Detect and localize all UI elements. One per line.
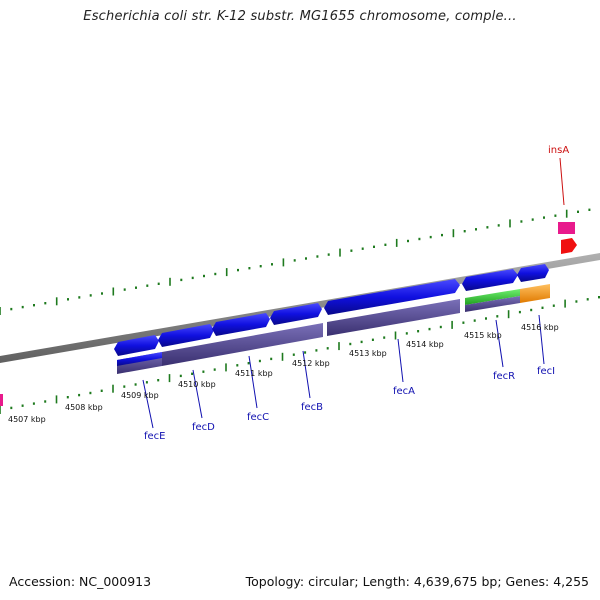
- kbp-label: 4509 kbp: [121, 391, 159, 400]
- kbp-label: 4510 kbp: [178, 380, 216, 389]
- gene-label-fecI: fecI: [537, 366, 555, 377]
- upper-tick-row: [0, 208, 591, 315]
- topology-info: Topology: circular; Length: 4,639,675 bp…: [245, 574, 589, 589]
- kbp-label: 4511 kbp: [235, 369, 273, 378]
- kbp-label: 4515 kbp: [464, 331, 502, 340]
- gene-label-fecR: fecR: [493, 371, 515, 382]
- gene-label-fecC: fecC: [247, 412, 269, 423]
- kbp-label: 4516 kbp: [521, 323, 559, 332]
- kbp-label: 4514 kbp: [406, 340, 444, 349]
- gene-arrow-fecC[interactable]: [212, 313, 270, 336]
- kbp-label: 4508 kbp: [65, 403, 103, 412]
- map-title: Escherichia coli str. K-12 substr. MG165…: [83, 9, 517, 24]
- kbp-label: 4507 kbp: [8, 415, 46, 424]
- cds-bar-fecE-blue[interactable]: [117, 352, 162, 366]
- cds-bar-fecR-green[interactable]: [465, 289, 520, 305]
- cds-bar-fecI[interactable]: [520, 284, 550, 303]
- gene-arrow-fecE[interactable]: [114, 335, 159, 356]
- gene-labels[interactable]: fecE fecD fecC fecB fecA fecR fecI insA: [144, 145, 569, 442]
- gene-arrow-fecI[interactable]: [517, 264, 549, 282]
- marker-left-edge: [0, 394, 3, 406]
- kbp-label: 4513 kbp: [349, 349, 387, 358]
- cds-bar-fecR[interactable]: [465, 296, 520, 312]
- gene-label-fecB: fecB: [301, 402, 323, 413]
- lower-tick-row: [0, 296, 600, 414]
- gene-label-fecE: fecE: [144, 431, 166, 442]
- gene-arrow-fecD[interactable]: [158, 324, 214, 347]
- gene-arrow-fecB[interactable]: [270, 303, 322, 325]
- accession-info: Accession: NC_000913: [9, 574, 152, 589]
- gene-box-insA[interactable]: [558, 222, 575, 234]
- cds-arrow-insA[interactable]: [561, 238, 577, 254]
- cds-bar-fecD-fecB[interactable]: [162, 323, 323, 366]
- kbp-label: 4512 kbp: [292, 359, 330, 368]
- insA-leader: [559, 157, 565, 206]
- gene-label-insA: insA: [548, 145, 569, 156]
- gene-arrow-fecA[interactable]: [324, 279, 460, 315]
- feature-track: [0, 222, 577, 406]
- gene-leaders: [142, 314, 545, 429]
- kbp-labels: 4507 kbp 4508 kbp 4509 kbp 4510 kbp 4511…: [8, 323, 559, 424]
- gene-label-fecD: fecD: [192, 422, 215, 433]
- gene-label-fecA: fecA: [393, 386, 415, 397]
- gene-arrow-fecR[interactable]: [462, 269, 518, 291]
- cds-bar-fecA[interactable]: [327, 299, 460, 336]
